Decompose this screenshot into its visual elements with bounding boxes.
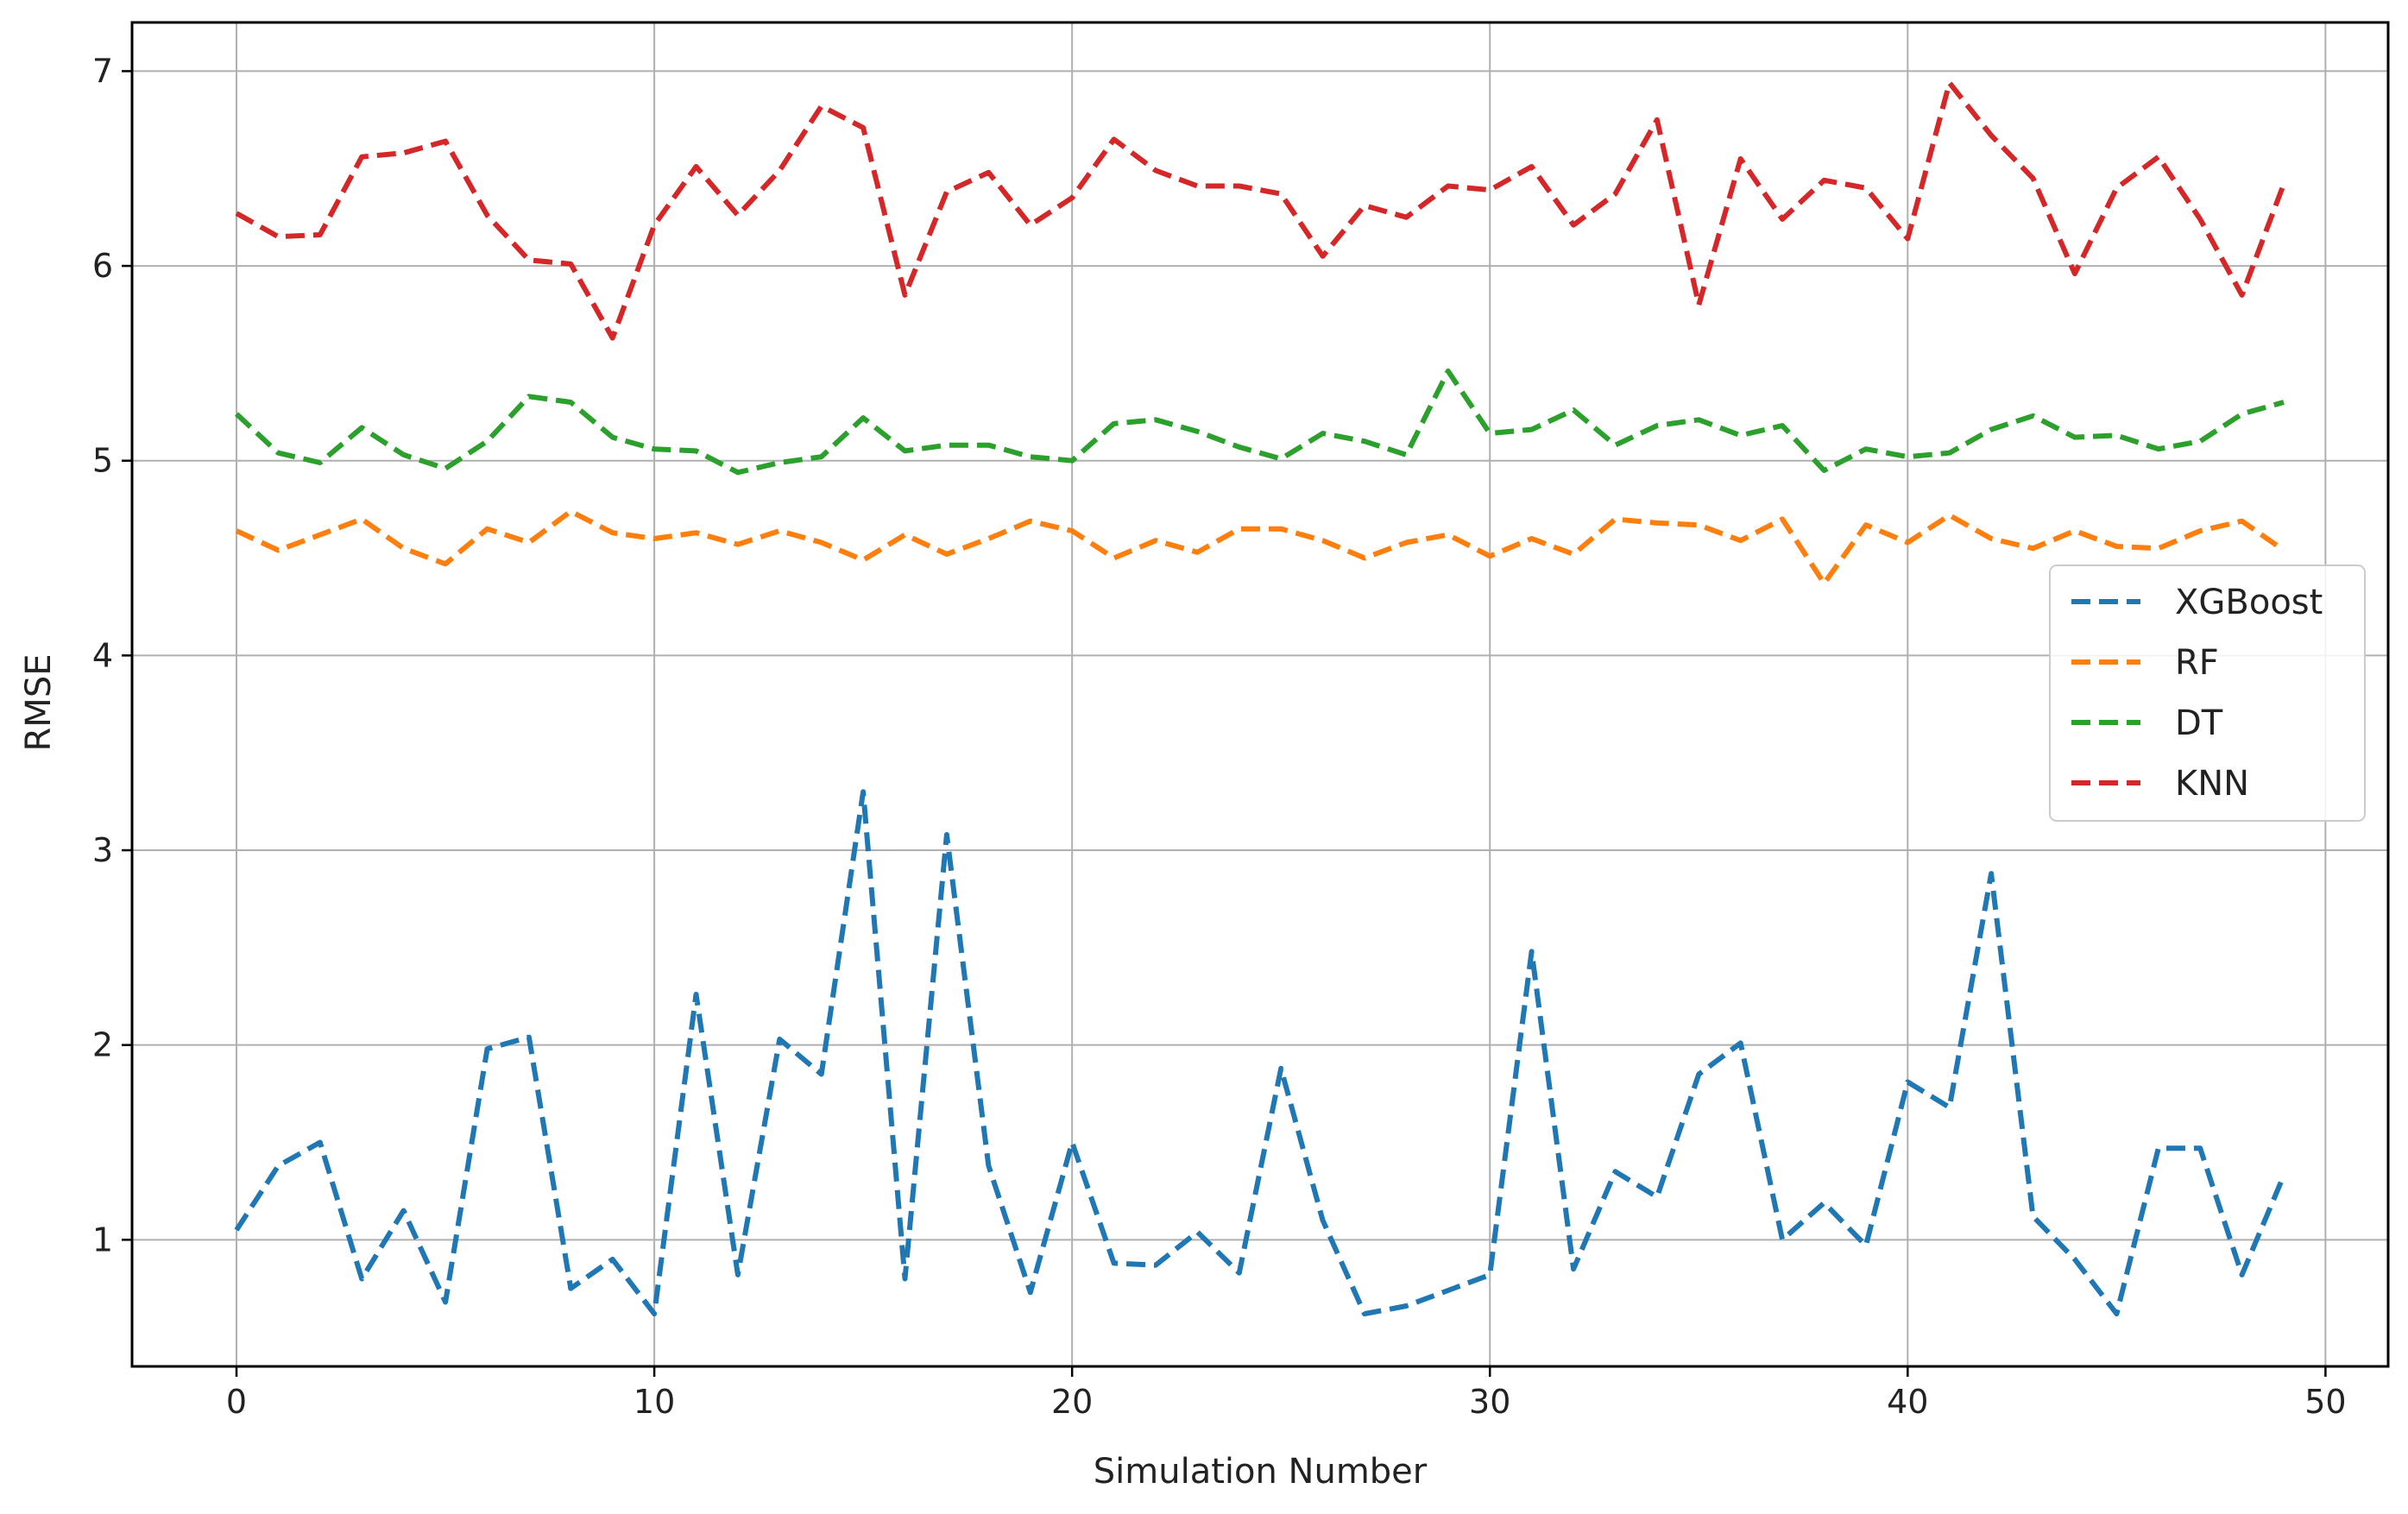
legend-label-xgboost: XGBoost bbox=[2175, 583, 2323, 622]
x-tick-label: 30 bbox=[1469, 1383, 1510, 1421]
series-line-xgboost bbox=[234, 789, 2286, 1317]
legend: XGBoost RF DT KNN bbox=[2049, 565, 2366, 822]
x-tick-label: 40 bbox=[1887, 1383, 1928, 1421]
x-tick-label: 20 bbox=[1051, 1383, 1093, 1421]
legend-box bbox=[2049, 565, 2366, 822]
series-line-dt bbox=[234, 368, 2285, 476]
x-tick-label: 10 bbox=[634, 1383, 675, 1421]
y-axis-label: RMSE bbox=[19, 654, 59, 752]
y-tick-label: 4 bbox=[92, 636, 113, 674]
y-tick-label: 2 bbox=[92, 1026, 113, 1064]
y-tick-label: 1 bbox=[92, 1221, 113, 1259]
legend-label-rf: RF bbox=[2175, 643, 2219, 683]
series-line-knn bbox=[235, 80, 2286, 341]
series-layer bbox=[234, 80, 2286, 1317]
legend-label-knn: KNN bbox=[2175, 764, 2249, 804]
plot-frame bbox=[130, 21, 2390, 1368]
y-tick-label: 5 bbox=[92, 442, 113, 480]
series-line-rf bbox=[235, 508, 2285, 586]
legend-label-dt: DT bbox=[2175, 703, 2223, 743]
x-axis-label: Simulation Number bbox=[1094, 1452, 1428, 1492]
y-tick-label: 6 bbox=[92, 247, 113, 285]
x-tick-label: 50 bbox=[2304, 1383, 2346, 1421]
y-tick-label: 3 bbox=[92, 831, 113, 869]
axis-ticks: 0 10 20 30 40 50 1 2 3 4 5 6 7 bbox=[92, 52, 2347, 1421]
x-tick-label: 0 bbox=[226, 1383, 247, 1421]
y-tick-label: 7 bbox=[92, 52, 113, 90]
